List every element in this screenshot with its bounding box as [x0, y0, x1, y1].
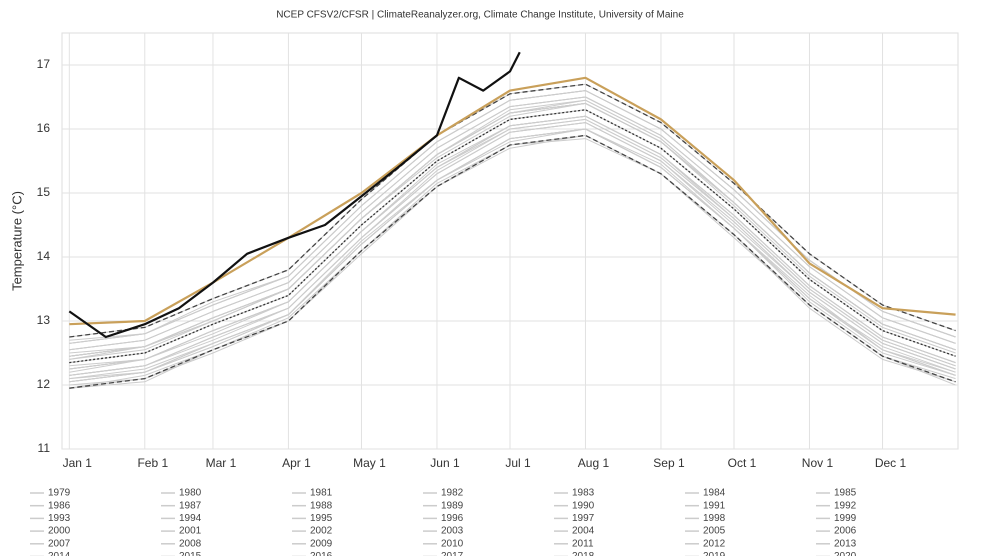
- legend-label: 2014: [48, 551, 71, 556]
- legend-label: 2011: [572, 538, 594, 549]
- y-tick-label: 14: [37, 249, 51, 263]
- legend-label: 2016: [310, 551, 333, 556]
- legend-label: 2000: [48, 526, 71, 537]
- legend-label: 2020: [834, 551, 857, 556]
- x-tick-label: Jun 1: [430, 456, 460, 470]
- x-tick-label: May 1: [353, 456, 386, 470]
- chart-subtitle: NCEP CFSV2/CFSR | ClimateReanalyzer.org,…: [276, 10, 684, 21]
- legend-label: 2007: [48, 538, 71, 549]
- series-line: [69, 109, 956, 364]
- legend-label: 1989: [441, 500, 464, 511]
- x-tick-label: Sep 1: [653, 456, 685, 470]
- legend-label: 1996: [441, 513, 464, 524]
- series-line: [69, 128, 956, 383]
- legend-label: 1995: [310, 513, 333, 524]
- series-line: [69, 115, 956, 373]
- legend-label: 1994: [179, 513, 202, 524]
- series-line: [69, 102, 956, 357]
- legend-label: 1998: [703, 513, 726, 524]
- legend-label: 1983: [572, 488, 595, 499]
- legend-label: 2017: [441, 551, 464, 556]
- legend-label: 1987: [179, 500, 202, 511]
- legend-label: 2004: [572, 526, 595, 537]
- legend-label: 1988: [310, 500, 333, 511]
- legend-label: 2006: [834, 526, 857, 537]
- legend-label: 1992: [834, 500, 857, 511]
- x-tick-label: Jul 1: [505, 456, 531, 470]
- series-line: [69, 134, 956, 389]
- legend-label: 2012: [703, 538, 726, 549]
- legend-label: 1990: [572, 500, 595, 511]
- series-line: [69, 83, 956, 338]
- legend-label: 2018: [572, 551, 595, 556]
- legend-label: 2013: [834, 538, 857, 549]
- y-tick-label: 13: [37, 313, 51, 327]
- y-tick-label: 15: [37, 185, 51, 199]
- series-line: [68, 51, 521, 339]
- x-tick-label: Apr 1: [282, 456, 311, 470]
- y-tick-label: 11: [38, 441, 51, 455]
- legend-label: 1982: [441, 488, 464, 499]
- y-tick-label: 17: [37, 57, 51, 71]
- legend-label: 1979: [48, 488, 71, 499]
- y-tick-label: 16: [37, 121, 51, 135]
- y-tick-label: 12: [37, 377, 51, 391]
- x-tick-label: Aug 1: [578, 456, 610, 470]
- legend-label: 2010: [441, 538, 464, 549]
- x-tick-label: Jan 1: [63, 456, 93, 470]
- series-line: [69, 96, 956, 351]
- y-axis-label: Temperature (°C): [9, 191, 24, 291]
- legend-label: 1985: [834, 488, 857, 499]
- legend-label: 2008: [179, 538, 202, 549]
- legend-label: 2019: [703, 551, 726, 556]
- legend-label: 1984: [703, 488, 726, 499]
- series-line: [69, 90, 956, 341]
- x-tick-label: Mar 1: [206, 456, 237, 470]
- x-tick-label: Feb 1: [137, 456, 168, 470]
- legend-label: 1997: [572, 513, 595, 524]
- legend-label: 2009: [310, 538, 333, 549]
- legend-label: 1991: [703, 500, 726, 511]
- legend-label: 2003: [441, 526, 464, 537]
- legend-label: 2005: [703, 526, 726, 537]
- x-tick-label: Dec 1: [875, 456, 907, 470]
- series-line: [69, 122, 956, 376]
- legend-label: 2001: [179, 526, 202, 537]
- legend-label: 1981: [310, 488, 333, 499]
- x-tick-label: Nov 1: [802, 456, 834, 470]
- legend-label: 2002: [310, 526, 333, 537]
- legend-label: 1986: [48, 500, 71, 511]
- legend-label: 1980: [179, 488, 202, 499]
- legend-label: 1993: [48, 513, 71, 524]
- legend-label: 1999: [834, 513, 857, 524]
- legend-label: 2015: [179, 551, 202, 556]
- x-tick-label: Oct 1: [728, 456, 757, 470]
